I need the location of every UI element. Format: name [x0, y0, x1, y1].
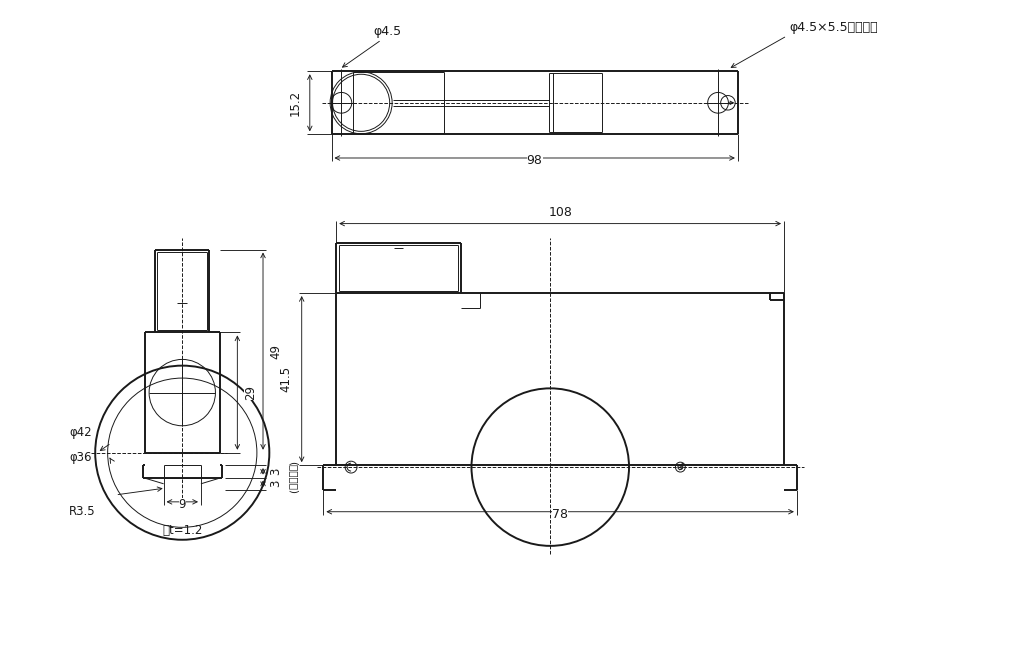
Text: 98: 98 [527, 154, 543, 167]
Text: (調整寸法): (調整寸法) [288, 461, 298, 494]
Text: 108: 108 [548, 206, 572, 219]
Text: φ4.5: φ4.5 [374, 25, 402, 37]
Text: 41.5: 41.5 [280, 366, 293, 392]
Text: 49: 49 [270, 344, 283, 359]
Text: 枟t=1.2: 枟t=1.2 [162, 524, 202, 537]
Text: 9: 9 [179, 498, 186, 511]
Text: R3.5: R3.5 [69, 505, 96, 518]
Text: φ4.5×5.5スロット: φ4.5×5.5スロット [789, 21, 878, 34]
Text: φ36: φ36 [69, 451, 92, 464]
Text: 15.2: 15.2 [289, 90, 301, 116]
Text: 3: 3 [270, 468, 283, 475]
Text: 29: 29 [244, 385, 256, 400]
Text: 3: 3 [270, 480, 283, 488]
Text: φ42: φ42 [69, 426, 92, 439]
Text: 78: 78 [552, 508, 569, 521]
